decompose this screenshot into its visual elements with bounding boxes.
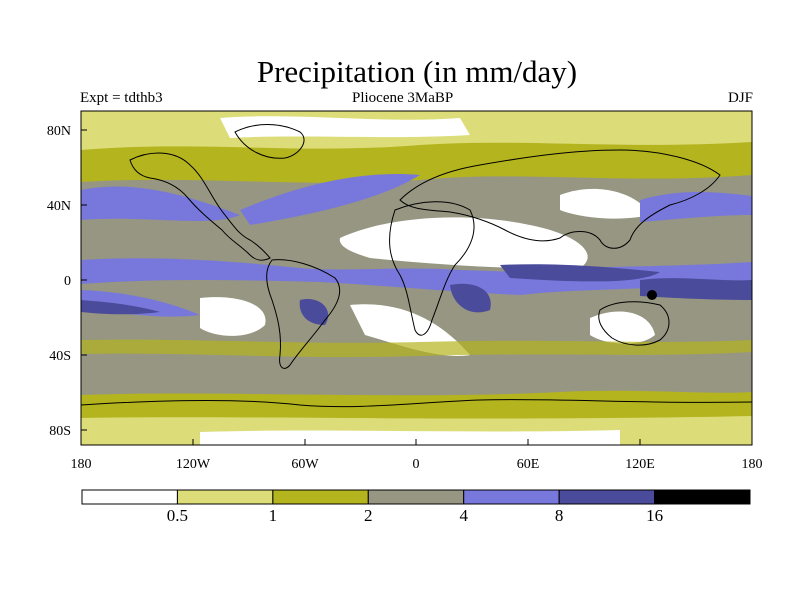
lat-label: 0	[64, 274, 71, 289]
colorbar-swatch	[272, 489, 369, 505]
field-itcz	[81, 258, 752, 295]
precipitation-field	[81, 111, 752, 445]
season-label: DJF	[727, 90, 753, 106]
coastline-australia	[598, 301, 670, 346]
colorbar-swatch	[558, 489, 656, 505]
coastline-north-america	[129, 152, 271, 261]
field-band-antarctic-inner	[200, 430, 620, 445]
field-spcz-core	[81, 300, 160, 315]
lon-label: 120W	[176, 457, 211, 472]
field-band-north	[81, 142, 752, 183]
lat-label: 40N	[47, 199, 71, 214]
coastline-south-america	[266, 259, 341, 369]
field-arctic-dry	[220, 116, 470, 138]
field-pacific-storm-track	[81, 186, 240, 221]
field-nw-pacific-storm-track	[640, 192, 752, 222]
colorbar-swatch	[367, 489, 465, 505]
coastline-greenland	[234, 124, 305, 159]
field-max-precip	[647, 290, 657, 300]
latitude-axis: 80N 40N 0 40S 80S	[47, 124, 87, 439]
field-amazon-wet	[299, 299, 329, 325]
colorbar-label: 8	[555, 506, 564, 525]
field-sahara-dry	[339, 217, 588, 269]
field-atlantic-storm-track	[240, 174, 420, 225]
field-south-pacific-dry	[200, 297, 266, 336]
coastlines	[81, 124, 752, 408]
field-indian-ocean-wet	[500, 264, 660, 282]
colorbar-label: 4	[459, 506, 468, 525]
coastline-eurasia	[399, 149, 721, 249]
lon-label: 0	[413, 457, 420, 472]
colorbar-swatch	[463, 489, 560, 505]
lat-label: 40S	[49, 349, 71, 364]
coastline-africa	[389, 201, 475, 336]
field-maritime-continent-wet	[640, 278, 752, 300]
period-label: Pliocene 3MaBP	[352, 90, 454, 106]
lon-label: 60W	[291, 457, 319, 472]
chart-title: Precipitation (in mm/day)	[256, 54, 578, 89]
coastline-antarctica	[81, 399, 752, 408]
lat-label: 80S	[49, 424, 71, 439]
colorbar-label: 2	[364, 506, 373, 525]
lon-label: 120E	[625, 457, 655, 472]
lon-label: 180	[742, 457, 763, 472]
colorbar-swatch	[81, 489, 178, 505]
field-africa-wet	[450, 283, 491, 313]
colorbar-swatch	[654, 489, 751, 505]
colorbar-label: 0.5	[167, 506, 188, 525]
experiment-label: Expt = tdthb3	[80, 90, 163, 106]
colorbar-label: 1	[269, 506, 278, 525]
lon-label: 180	[71, 457, 92, 472]
field-australia-dry	[590, 311, 655, 344]
field-southern-storm-track	[81, 339, 752, 358]
colorbar-label: 16	[646, 506, 663, 525]
colorbar: 0.5 1 2 4 8 16	[81, 489, 751, 525]
field-asia-dry	[560, 188, 650, 219]
lon-label: 60E	[517, 457, 540, 472]
colorbar-swatch	[176, 489, 274, 505]
lat-label: 80N	[47, 124, 71, 139]
longitude-axis: 180 120W 60W 0 60E 120E 180	[71, 439, 763, 472]
